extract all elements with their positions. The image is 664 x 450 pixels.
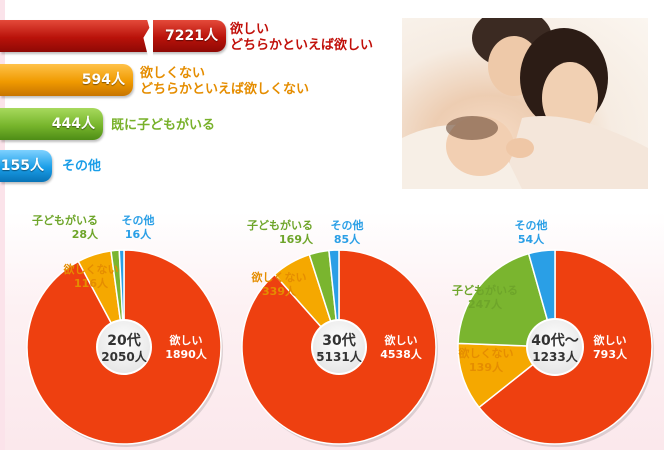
center-title: 40代～: [531, 332, 578, 349]
slice-value-want: 4538人: [380, 347, 423, 361]
slice-label-other: その他: [331, 218, 364, 232]
bar-dont-want-value: 594人: [81, 72, 125, 88]
slice-label-has-children: 子どもがいる: [247, 218, 313, 232]
slice-value-want: 793人: [593, 347, 628, 361]
bar-has-children: 444人: [0, 108, 103, 140]
slice-label-want: 欲しい: [384, 333, 418, 347]
slice-label-other: その他: [515, 218, 548, 232]
center-total: 5131人: [316, 349, 362, 364]
bar-other-label: その他: [62, 159, 102, 174]
bar-dont-want-label-line1: 欲しくない: [140, 66, 206, 81]
bar-other: 155人: [0, 150, 52, 182]
slice-value-other: 54人: [518, 232, 545, 246]
slice-value-other: 16人: [125, 227, 152, 241]
slice-label-has-children: 子どもがいる: [452, 283, 518, 297]
slice-value-dont-want: 139人: [469, 360, 504, 374]
bar-want-label: 欲しい どちらかといえば欲しい: [230, 22, 373, 54]
slice-label-want: 欲しい: [169, 333, 203, 347]
bar-want: 7221人: [0, 20, 226, 52]
center-total: 1233人: [532, 349, 578, 364]
slice-value-dont-want: 116人: [74, 276, 109, 290]
slice-label-dont-want: 欲しくない: [63, 262, 119, 276]
slice-label-other: その他: [122, 213, 155, 227]
bar-has-children-label: 既に子どもがいる: [111, 118, 216, 133]
slice-has-children: [457, 252, 557, 348]
slice-value-has-children: 28人: [72, 227, 99, 241]
center-title: 20代: [107, 332, 140, 349]
donut-hole: [528, 320, 582, 374]
bar-dont-want-label-line2: どちらかといえば欲しくない: [140, 82, 310, 97]
center-title: 30代: [322, 332, 355, 349]
slice-label-dont-want: 欲しくない: [251, 270, 307, 284]
slice-value-has-children: 169人: [279, 232, 314, 246]
slice-value-want: 1890人: [165, 347, 208, 361]
bar-other-value: 155人: [0, 158, 44, 174]
slice-value-other: 85人: [334, 232, 361, 246]
bar-want-label-line1: 欲しい: [230, 22, 270, 37]
slice-label-dont-want: 欲しくない: [458, 346, 514, 360]
slice-value-dont-want: 339人: [262, 284, 297, 298]
center-total: 2050人: [101, 349, 147, 364]
donut-hole: [98, 321, 150, 373]
bar-want-value: 7221人: [165, 28, 218, 44]
bar-break-mark: [143, 14, 153, 58]
left-border: [0, 0, 5, 450]
bar-has-children-value: 444人: [51, 116, 95, 132]
family-photo: [402, 18, 648, 189]
family-photo-illustration: [402, 18, 648, 189]
bar-dont-want-label: 欲しくない どちらかといえば欲しくない: [140, 66, 309, 98]
slice-label-want: 欲しい: [593, 333, 627, 347]
donut-hole: [313, 321, 365, 373]
slice-value-has-children: 247人: [468, 297, 503, 311]
bar-want-label-line2: どちらかといえば欲しい: [230, 38, 374, 53]
slice-want: [26, 249, 222, 445]
bar-dont-want: 594人: [0, 64, 133, 96]
slice-label-has-children: 子どもがいる: [32, 213, 98, 227]
